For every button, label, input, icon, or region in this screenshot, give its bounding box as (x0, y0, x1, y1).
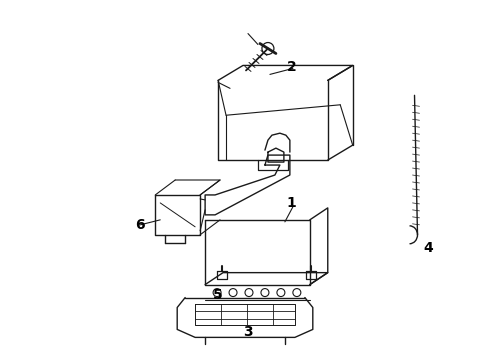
Text: 2: 2 (287, 60, 296, 74)
Text: 4: 4 (423, 241, 433, 255)
Text: 3: 3 (243, 325, 252, 339)
Text: 5: 5 (213, 288, 223, 302)
Text: 1: 1 (287, 196, 296, 210)
Text: 6: 6 (135, 218, 145, 232)
